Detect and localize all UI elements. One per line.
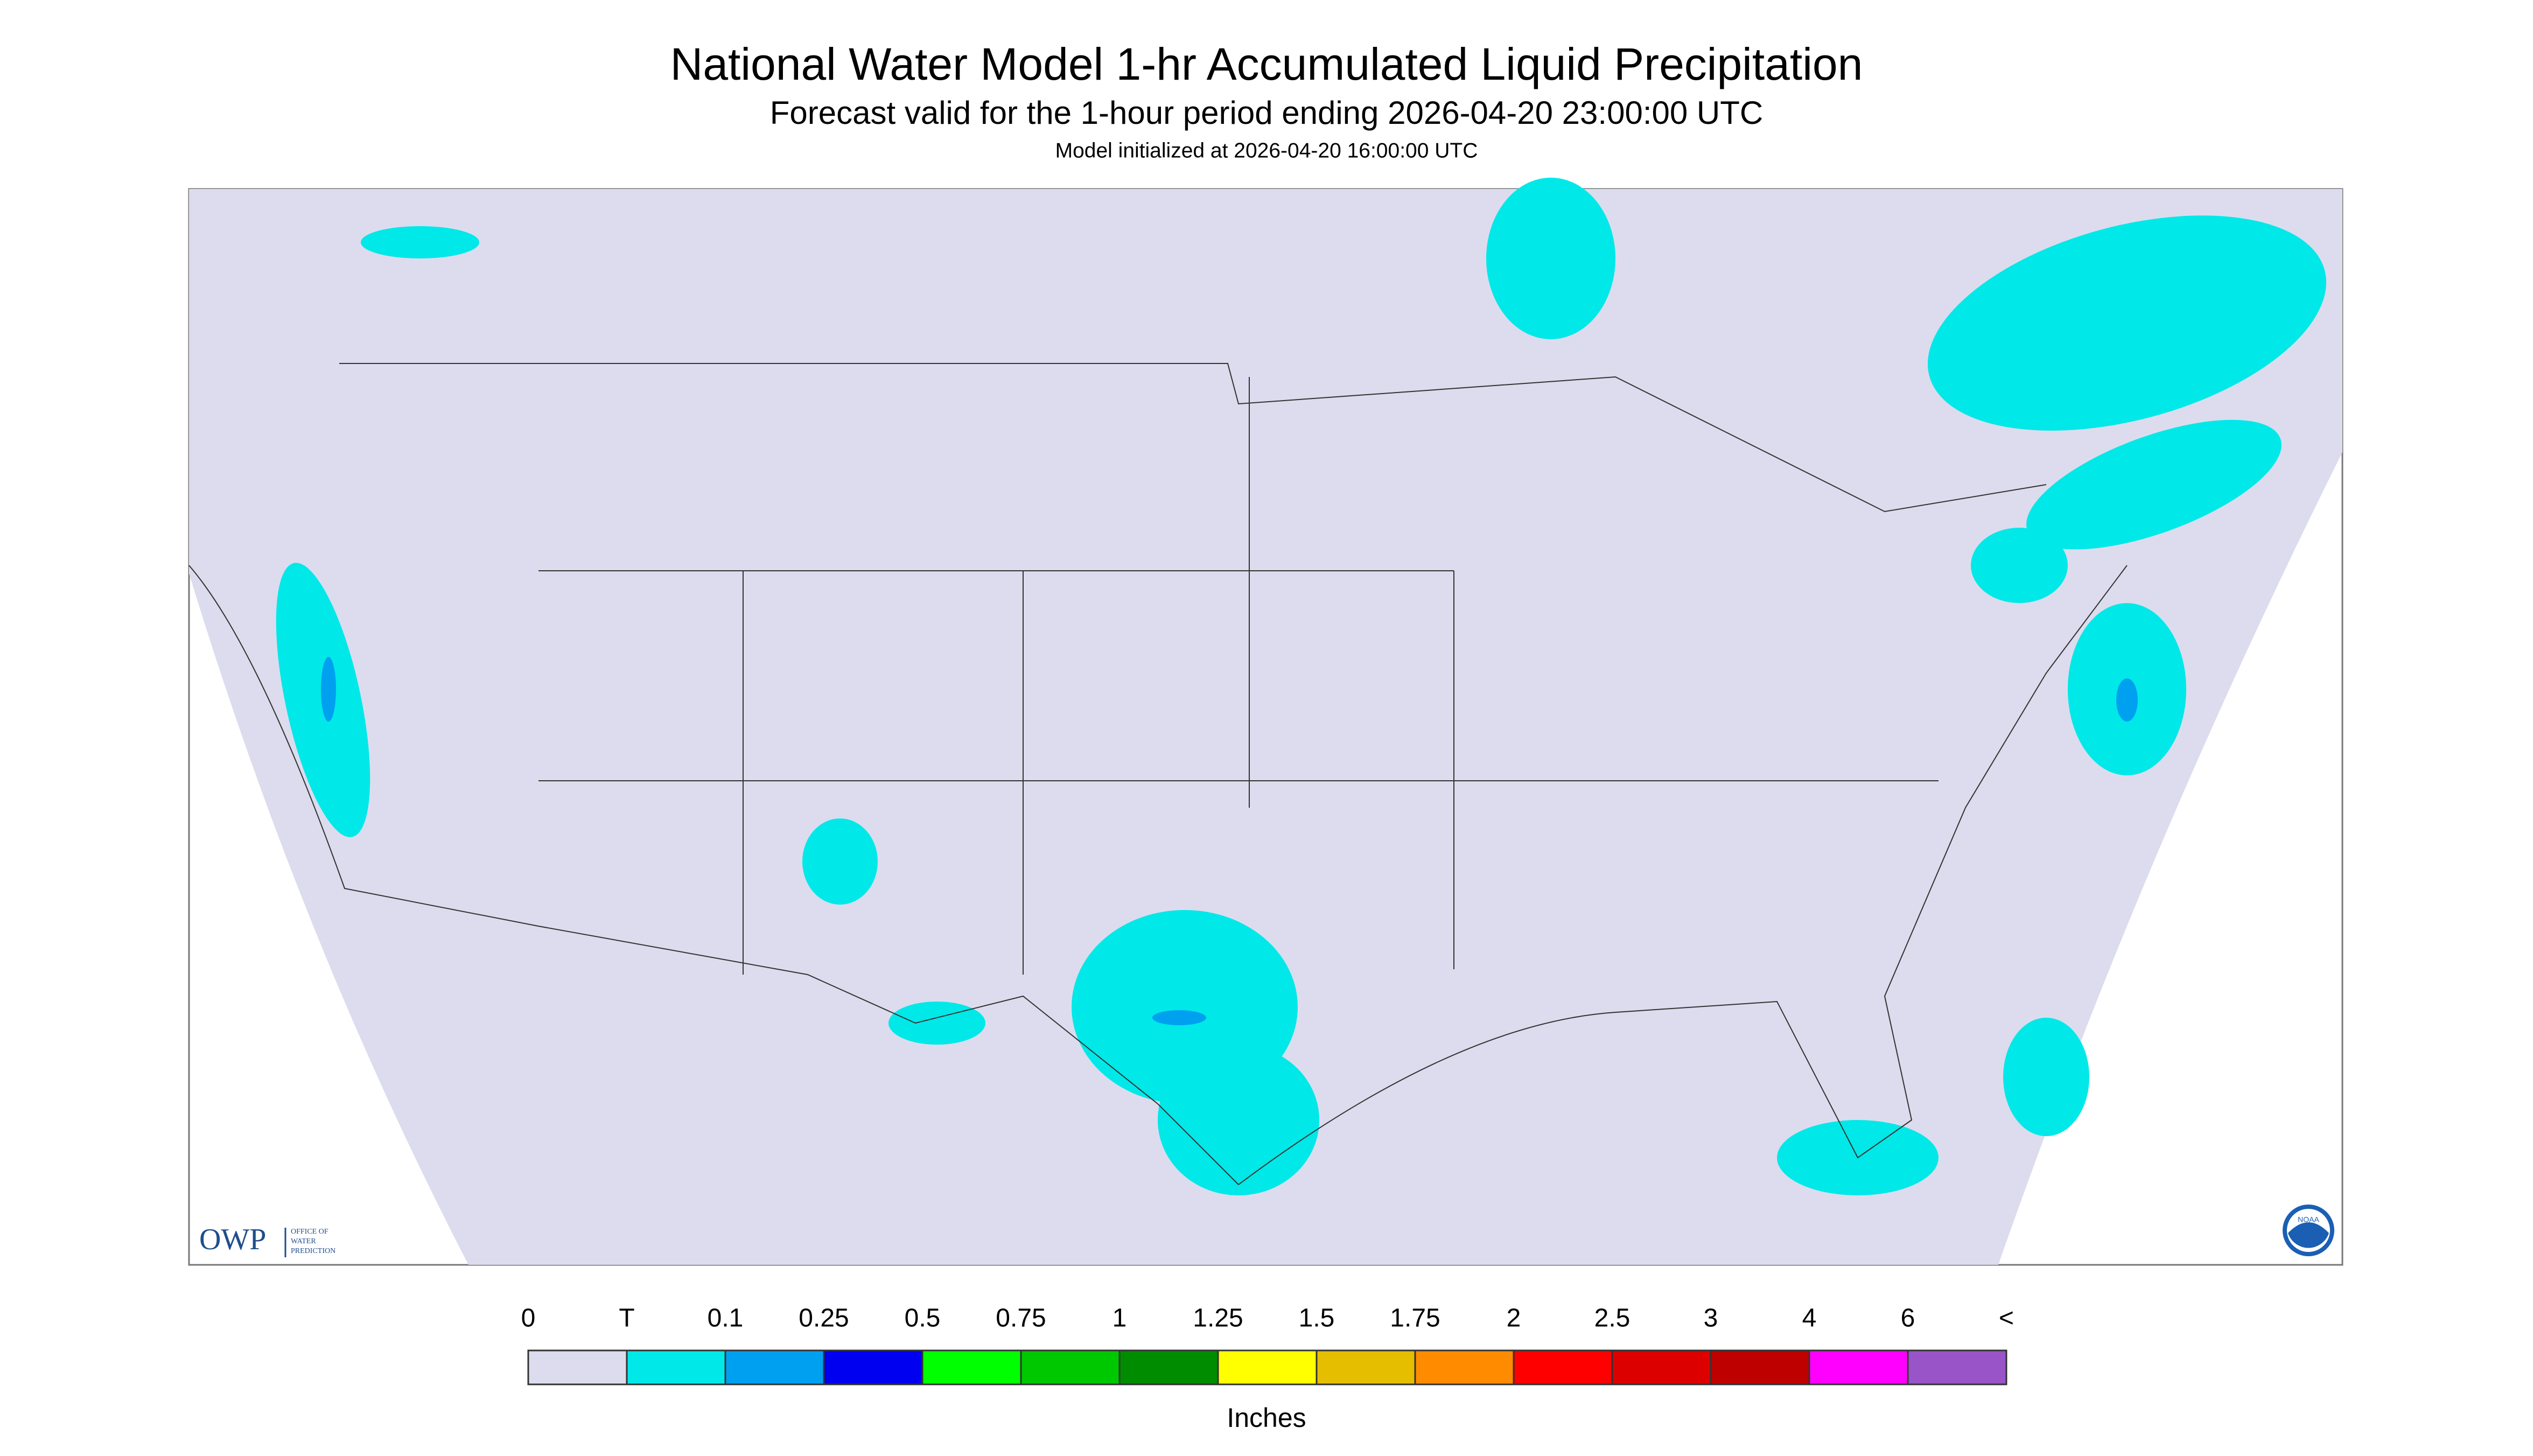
precip-areas-heavier: [321, 657, 2138, 1025]
legend-label: 4: [1802, 1304, 1817, 1333]
legend-label: 0: [521, 1304, 536, 1333]
legend-swatch: [724, 1349, 825, 1385]
legend-label: 3: [1704, 1304, 1718, 1333]
legend-unit: Inches: [1227, 1403, 1306, 1433]
legend-label: 2: [1507, 1304, 1521, 1333]
boundaries: [188, 363, 2128, 1185]
legend-label: 0.75: [996, 1304, 1046, 1333]
legend-label: 2.5: [1594, 1304, 1631, 1333]
subtitle: Forecast valid for the 1-hour period end…: [770, 95, 1763, 131]
legend-swatch: [527, 1349, 628, 1385]
legend-swatch: [1513, 1349, 1613, 1385]
legend-label: 0.25: [799, 1304, 849, 1333]
title: National Water Model 1-hr Accumulated Li…: [670, 39, 1863, 89]
legend-label: 1.5: [1299, 1304, 1335, 1333]
legend-swatch: [1020, 1349, 1121, 1385]
noaa-logo: NOAA: [2283, 1205, 2334, 1256]
legend-label: 6: [1901, 1304, 1915, 1333]
legend-label: 1.75: [1390, 1304, 1440, 1333]
precip-areas: [276, 178, 2326, 1195]
legend-swatch: [1808, 1349, 1909, 1385]
legend-swatch: [1907, 1349, 2007, 1385]
legend-swatch: [823, 1349, 923, 1385]
legend-label: 1.25: [1193, 1304, 1243, 1333]
legend-swatch: [921, 1349, 1022, 1385]
owp-logo-sub: WATER: [291, 1237, 316, 1245]
legend-label: <: [1999, 1304, 2014, 1333]
domain: [189, 189, 2342, 1265]
legend-label: T: [619, 1304, 634, 1333]
legend-swatch: [1118, 1349, 1219, 1385]
legend-swatch: [626, 1349, 726, 1385]
owp-logo-sub: OFFICE OF: [291, 1228, 328, 1236]
legend-swatch: [1710, 1349, 1810, 1385]
legend-label: 0.5: [905, 1304, 941, 1333]
noaa-logo-text: NOAA: [2298, 1215, 2319, 1224]
owp-logo-text: OWP: [199, 1223, 266, 1256]
owp-logo: OWP OFFICE OF WATER PREDICTION: [199, 1223, 335, 1257]
legend-swatch: [1316, 1349, 1416, 1385]
legend-label: 1: [1112, 1304, 1127, 1333]
legend-label: 0.1: [708, 1304, 744, 1333]
init-note: Model initialized at 2026-04-20 16:00:00…: [1055, 139, 1478, 162]
legend: 0 T 0.1 0.25 0.5 0.75 1 1.25 1.5 1.75 2 2.5 3 4 6 <: [521, 1304, 2014, 1385]
legend-swatch: [1611, 1349, 1712, 1385]
legend-swatch: [1414, 1349, 1515, 1385]
owp-logo-sub: PREDICTION: [291, 1247, 335, 1255]
legend-swatch: [1217, 1349, 1318, 1385]
map: OWP OFFICE OF WATER PREDICTION NOAA: [188, 178, 2343, 1266]
